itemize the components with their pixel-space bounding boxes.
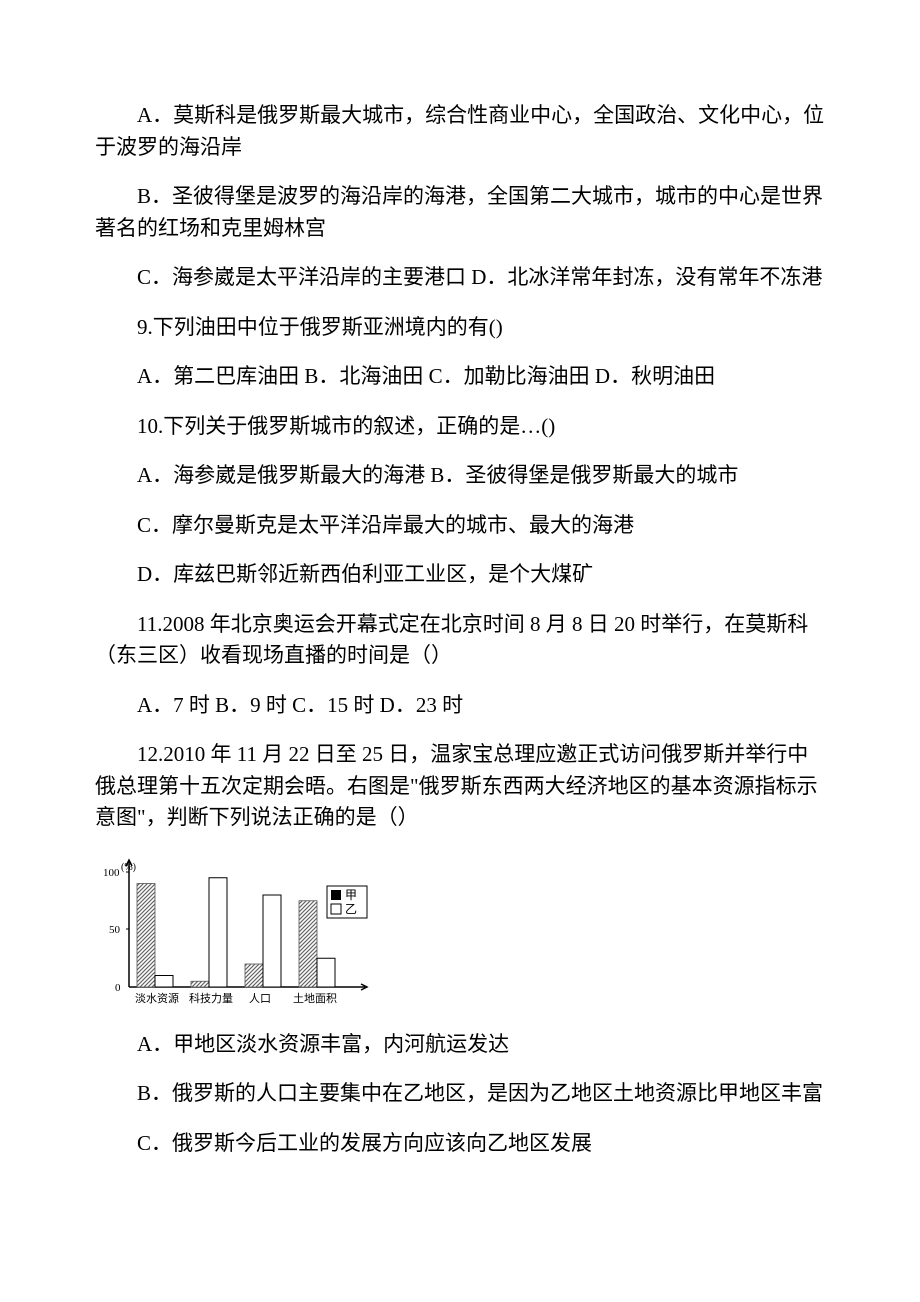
q9-stem: 9.下列油田中位于俄罗斯亚洲境内的有() [95,312,825,344]
catlabel-1: 科技力量 [189,991,233,1005]
bar-population-jia [245,964,263,987]
catlabel-3: 土地面积 [293,992,337,1005]
bar-land-jia [299,900,317,986]
bar-tech-yi [209,877,227,986]
legend-swatch-yi [331,904,341,914]
q12-option-c: C．俄罗斯今后工业的发展方向应该向乙地区发展 [95,1128,825,1160]
ylabel-0: 0 [115,982,121,994]
q11-options: A．7 时 B．9 时 C．15 时 D．23 时 [95,690,825,722]
ylabel-50: 50 [109,924,121,936]
q12-stem: 12.2010 年 11 月 22 日至 25 日，温家宝总理应邀正式访问俄罗斯… [95,739,825,834]
catlabel-2: 人口 [249,992,271,1005]
ylabel-unit: (%) [121,862,136,873]
bar-population-yi [263,895,281,987]
q8-option-b: B．圣彼得堡是波罗的海沿岸的海港，全国第二大城市，城市的中心是世界著名的红场和克… [95,181,825,244]
bar-freshwater-jia [137,883,155,987]
legend-label-yi: 乙 [345,902,357,916]
catlabel-0: 淡水资源 [135,991,179,1005]
resource-indicator-chart: 100 (%) 50 0 淡水资源 科技力量 人口 土地面积 甲 乙 [95,852,375,1017]
q10-option-c: C．摩尔曼斯克是太平洋沿岸最大的城市、最大的海港 [95,510,825,542]
bar-chart-svg: 100 (%) 50 0 淡水资源 科技力量 人口 土地面积 甲 乙 [95,852,375,1017]
q12-option-a: A．甲地区淡水资源丰富，内河航运发达 [95,1029,825,1061]
q11-stem: 11.2008 年北京奥运会开幕式定在北京时间 8 月 8 日 20 时举行，在… [95,609,825,672]
q9-options: A．第二巴库油田 B．北海油田 C．加勒比海油田 D．秋明油田 [95,361,825,393]
legend-swatch-jia [331,890,341,900]
bar-land-yi [317,958,335,987]
bar-tech-jia [191,981,209,987]
legend-label-jia: 甲 [345,888,357,902]
ylabel-100: 100 [103,867,120,879]
bar-freshwater-yi [155,975,173,987]
q10-option-ab: A．海参崴是俄罗斯最大的海港 B．圣彼得堡是俄罗斯最大的城市 [95,460,825,492]
q8-option-cd: C．海参崴是太平洋沿岸的主要港口 D．北冰洋常年封冻，没有常年不冻港 [95,262,825,294]
q10-stem: 10.下列关于俄罗斯城市的叙述，正确的是…() [95,411,825,443]
q10-option-d: D．库兹巴斯邻近新西伯利亚工业区，是个大煤矿 [95,559,825,591]
q8-option-a: A．莫斯科是俄罗斯最大城市，综合性商业中心，全国政治、文化中心，位于波罗的海沿岸 [95,100,825,163]
q12-option-b: B．俄罗斯的人口主要集中在乙地区，是因为乙地区土地资源比甲地区丰富 [95,1078,825,1110]
